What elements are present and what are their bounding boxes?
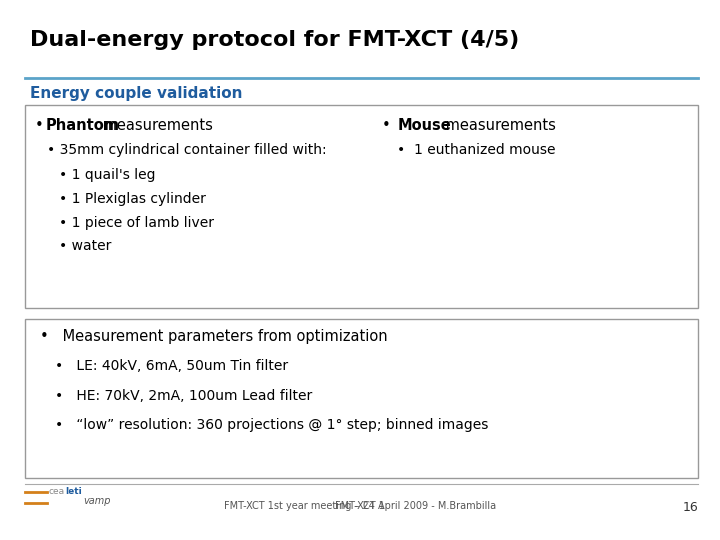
Text: •   Measurement parameters from optimization: • Measurement parameters from optimizati… xyxy=(40,329,387,345)
Text: cea: cea xyxy=(49,487,65,496)
Text: •: • xyxy=(382,118,400,133)
Text: Mouse: Mouse xyxy=(397,118,451,133)
Text: • 1 piece of lamb liver: • 1 piece of lamb liver xyxy=(59,216,214,230)
Text: •: • xyxy=(35,118,48,133)
Text: Energy couple validation: Energy couple validation xyxy=(30,86,243,102)
Text: • 1 quail's leg: • 1 quail's leg xyxy=(59,168,156,183)
Text: FMT-XCT 1st year meeting – 24 April 2009 - M.Brambilla: FMT-XCT 1st year meeting – 24 April 2009… xyxy=(224,501,496,511)
Text: 16: 16 xyxy=(683,501,698,514)
Text: Phantom: Phantom xyxy=(45,118,120,133)
Text: FMT-XCT 1: FMT-XCT 1 xyxy=(335,501,385,511)
Text: leti: leti xyxy=(65,487,81,496)
Text: • 35mm cylindrical container filled with:: • 35mm cylindrical container filled with… xyxy=(47,143,326,157)
Text: •   HE: 70kV, 2mA, 100um Lead filter: • HE: 70kV, 2mA, 100um Lead filter xyxy=(55,389,312,403)
Text: Dual-energy protocol for FMT-XCT (4/5): Dual-energy protocol for FMT-XCT (4/5) xyxy=(30,30,520,50)
Text: measurements: measurements xyxy=(441,118,556,133)
FancyBboxPatch shape xyxy=(25,319,698,478)
Text: •  1 euthanized mouse: • 1 euthanized mouse xyxy=(397,143,556,157)
Text: •   “low” resolution: 360 projections @ 1° step; binned images: • “low” resolution: 360 projections @ 1°… xyxy=(55,418,489,433)
Text: • 1 Plexiglas cylinder: • 1 Plexiglas cylinder xyxy=(59,192,206,206)
Text: vamp: vamp xyxy=(83,496,110,506)
Text: • water: • water xyxy=(59,239,112,253)
FancyBboxPatch shape xyxy=(25,105,698,308)
Text: measurements: measurements xyxy=(98,118,213,133)
Text: •   LE: 40kV, 6mA, 50um Tin filter: • LE: 40kV, 6mA, 50um Tin filter xyxy=(55,359,289,373)
